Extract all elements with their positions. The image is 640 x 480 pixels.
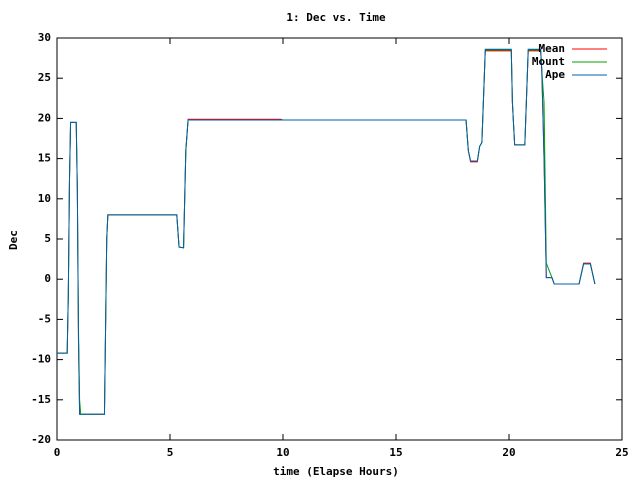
x-tick-label: 10: [276, 446, 289, 459]
x-tick-label: 20: [502, 446, 515, 459]
y-axis-label: Dec: [7, 230, 20, 250]
y-tick-label: -20: [31, 433, 51, 446]
legend-label: Mount: [532, 55, 565, 68]
legend-label: Ape: [545, 68, 565, 81]
x-axis-label: time (Elapse Hours): [273, 465, 399, 478]
y-tick-label: 10: [38, 192, 51, 205]
y-tick-label: 0: [44, 272, 51, 285]
x-tick-label: 25: [615, 446, 628, 459]
y-tick-label: 5: [44, 232, 51, 245]
chart-title: 1: Dec vs. Time: [286, 11, 386, 24]
y-tick-label: 25: [38, 71, 51, 84]
y-tick-label: -10: [31, 353, 51, 366]
y-tick-label: 20: [38, 111, 51, 124]
x-tick-label: 15: [389, 446, 402, 459]
series-line: [57, 48, 596, 415]
x-tick-label: 5: [167, 446, 174, 459]
y-tick-label: -15: [31, 393, 51, 406]
y-tick-label: -5: [38, 312, 51, 325]
legend-label: Mean: [539, 42, 566, 55]
x-tick-label: 0: [54, 446, 61, 459]
y-tick-label: 15: [38, 152, 51, 165]
y-tick-label: 30: [38, 31, 51, 44]
